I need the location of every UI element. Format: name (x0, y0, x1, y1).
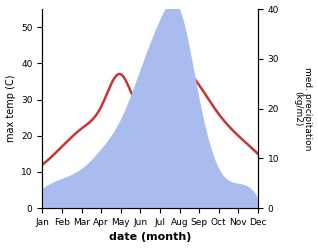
Y-axis label: med. precipitation
(kg/m2): med. precipitation (kg/m2) (293, 67, 313, 150)
X-axis label: date (month): date (month) (109, 232, 191, 243)
Y-axis label: max temp (C): max temp (C) (5, 75, 16, 142)
